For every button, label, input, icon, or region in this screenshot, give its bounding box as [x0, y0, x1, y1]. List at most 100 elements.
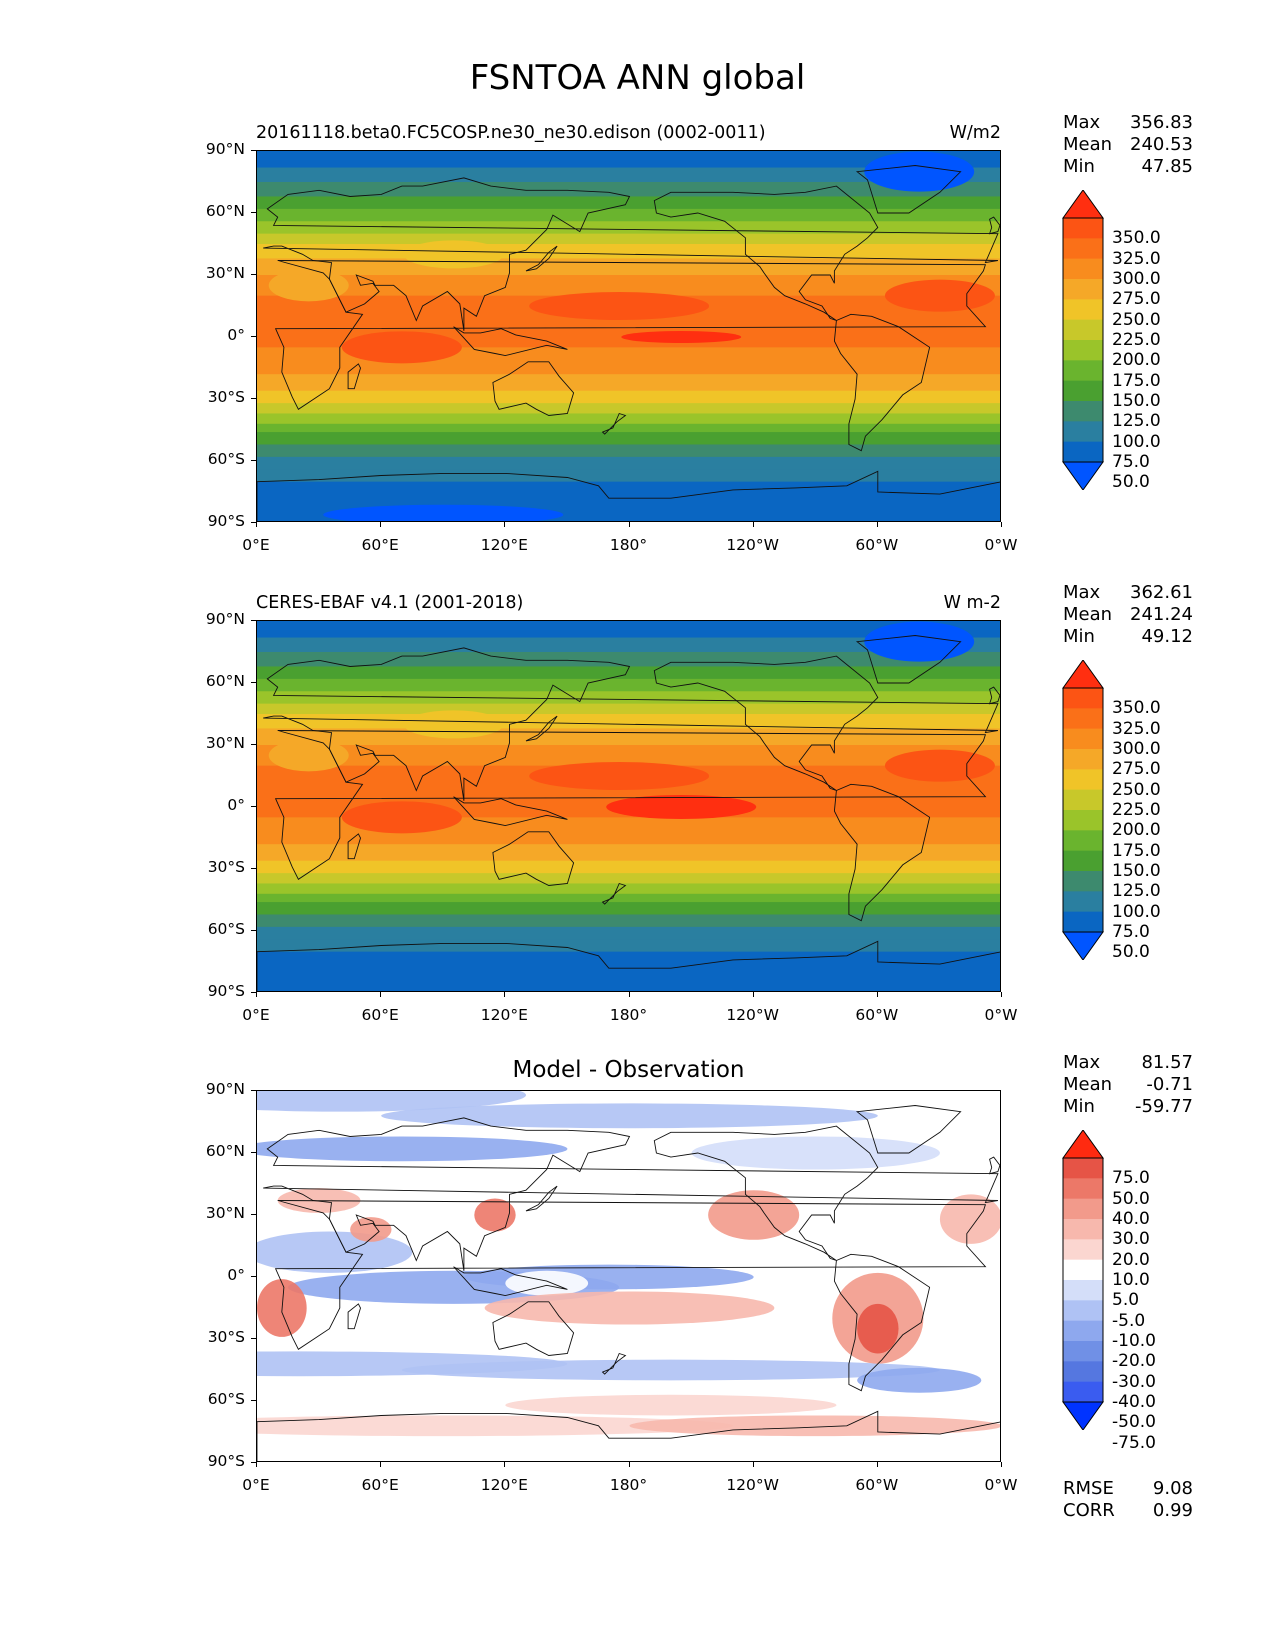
colorbar-label: 40.0 — [1112, 1209, 1150, 1229]
colorbar-frame — [1062, 1157, 1104, 1403]
colorbar-segment — [1063, 1259, 1103, 1281]
colorbar-label: -75.0 — [1112, 1432, 1156, 1453]
colorbar-label: 50.0 — [1112, 1188, 1150, 1209]
metric-row: RMSE 9.08 — [1063, 1478, 1193, 1500]
colorbar-label: 100.0 — [1112, 901, 1161, 922]
stat-row: Mean -0.71 — [1063, 1074, 1193, 1096]
zonal-band — [257, 678, 1000, 692]
map-panel-1: 20161118.beta0.FC5COSP.ne30_ne30.edison … — [0, 112, 1275, 620]
lat-tick-label: 60°S — [207, 1390, 245, 1408]
lon-tick-label: 120°E — [480, 1476, 528, 1494]
lon-tick — [628, 992, 630, 997]
lon-tick-label: 60°W — [855, 1006, 899, 1024]
error-metrics: RMSE 9.08 CORR 0.99 — [1063, 1478, 1193, 1522]
lat-tick-label: 30°N — [205, 264, 245, 282]
colorbar-label: 125.0 — [1112, 881, 1161, 902]
colorbar-extend-max — [1062, 659, 1104, 689]
coastlines — [257, 1105, 1000, 1461]
zonal-band — [257, 221, 1000, 235]
colorbar-segment — [1063, 749, 1103, 770]
positive-anomaly — [484, 1291, 775, 1325]
colorbar-extend-min — [1062, 461, 1104, 491]
coastline-namerica — [653, 1125, 879, 1261]
coastline-uk — [988, 686, 1000, 705]
negative-anomaly — [257, 1136, 568, 1162]
colorbar-label: 5.0 — [1112, 1290, 1140, 1311]
coastline-greenland — [855, 635, 962, 684]
lat-tick-label: 0° — [227, 1266, 245, 1284]
lon-tick — [256, 522, 257, 527]
zonal-band — [257, 374, 1000, 392]
colorbar-segment — [1063, 340, 1103, 361]
lat-tick — [251, 150, 256, 151]
colorbar-label: 275.0 — [1112, 759, 1161, 780]
lon-tick-label: 0°E — [242, 1476, 270, 1494]
zonal-band — [257, 444, 1000, 458]
coastline-japan — [525, 245, 558, 272]
colorbar-label: -30.0 — [1112, 1371, 1156, 1392]
stat-value: 49.12 — [1141, 626, 1193, 647]
coastline-japan — [525, 1185, 558, 1212]
stat-name: Max — [1063, 112, 1101, 133]
colorbar-label: 175.0 — [1112, 840, 1161, 861]
colorbar-label: -40.0 — [1112, 1392, 1156, 1412]
lat-tick — [251, 930, 256, 931]
lon-tick — [380, 522, 382, 527]
lat-tick-label: 0° — [227, 796, 245, 814]
colorbar-segment — [1063, 1381, 1103, 1403]
stat-name: Min — [1063, 156, 1095, 177]
stat-value: -59.77 — [1134, 1096, 1193, 1117]
colorbar-segment — [1063, 1178, 1103, 1200]
pacific-band — [529, 292, 710, 320]
colorbar-extend-min — [1062, 1401, 1104, 1431]
positive-anomaly — [257, 1415, 733, 1437]
negative-anomaly — [857, 1367, 982, 1393]
zonal-band — [257, 883, 1000, 895]
negative-anomaly — [691, 1136, 940, 1170]
coastline-australia — [492, 1301, 575, 1356]
coastline-madagascar — [347, 833, 361, 860]
asia-region — [403, 240, 504, 269]
lat-tick-label: 90°N — [205, 1080, 245, 1098]
lon-tick-label: 180° — [609, 1476, 648, 1494]
stat-value: 240.53 — [1130, 134, 1193, 155]
zonal-band — [257, 745, 1000, 767]
stat-value: 47.85 — [1141, 156, 1193, 177]
coastline-japan — [525, 715, 558, 742]
colorbar-label: 125.0 — [1112, 411, 1161, 432]
lon-tick — [504, 992, 506, 997]
stat-name: Mean — [1063, 604, 1113, 625]
lon-tick-label: 0°E — [242, 536, 270, 554]
coastline-greenland — [855, 1105, 962, 1154]
colorbar-segment — [1063, 380, 1103, 402]
metric-row: CORR 0.99 — [1063, 1500, 1193, 1522]
colorbar-frame — [1062, 687, 1104, 933]
lat-tick-label: 0° — [227, 326, 245, 344]
coastline-namerica — [653, 655, 879, 791]
lat-tick — [251, 682, 256, 683]
colorbar-frame — [1062, 217, 1104, 463]
stat-name: Max — [1063, 582, 1101, 603]
lat-tick — [251, 398, 256, 399]
colorbar-label: -50.0 — [1112, 1412, 1156, 1433]
zonal-band — [257, 914, 1000, 928]
colorbar-extend-min — [1062, 931, 1104, 961]
colorbar-segment — [1063, 850, 1103, 872]
lat-tick-label: 30°N — [205, 1204, 245, 1222]
coastline-indonesia — [453, 1266, 568, 1297]
zonal-band — [257, 926, 1000, 940]
arctic-minimum — [864, 151, 975, 192]
coastline-nz — [601, 412, 627, 435]
lon-tick-label: 0°E — [242, 1006, 270, 1024]
map-field — [257, 1091, 1000, 1461]
colorbar-label: 50.0 — [1112, 942, 1150, 963]
colorbar-segment — [1063, 728, 1103, 750]
colorbar-label: 200.0 — [1112, 350, 1161, 371]
colorbar-0 — [1062, 189, 1104, 491]
metric-name: RMSE — [1063, 1478, 1114, 1499]
negative-anomaly — [381, 1103, 878, 1129]
lon-tick — [876, 992, 878, 997]
map-plot — [256, 620, 1001, 992]
stats-box: Max 362.61 Mean 241.24 Min 49.12 — [1063, 582, 1193, 648]
zonal-band — [257, 167, 1000, 183]
